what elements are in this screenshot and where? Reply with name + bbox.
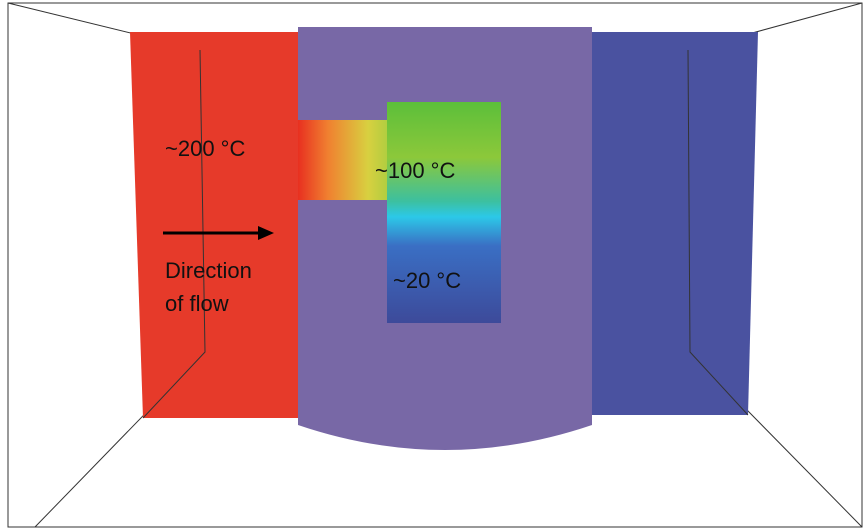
simulation-view: ~200 °C ~100 °C ~20 °C Direction of flow <box>0 0 866 531</box>
flow-label: Direction <box>165 258 252 283</box>
cold-region <box>585 32 758 415</box>
flow-label: of flow <box>165 291 229 316</box>
cold-label: ~20 °C <box>393 268 461 293</box>
hot-label: ~200 °C <box>165 136 245 161</box>
mid-label: ~100 °C <box>375 158 455 183</box>
page: {"labels": {"hot": "~200 °C", "mid": "~1… <box>0 0 866 531</box>
hot-region <box>130 32 300 418</box>
